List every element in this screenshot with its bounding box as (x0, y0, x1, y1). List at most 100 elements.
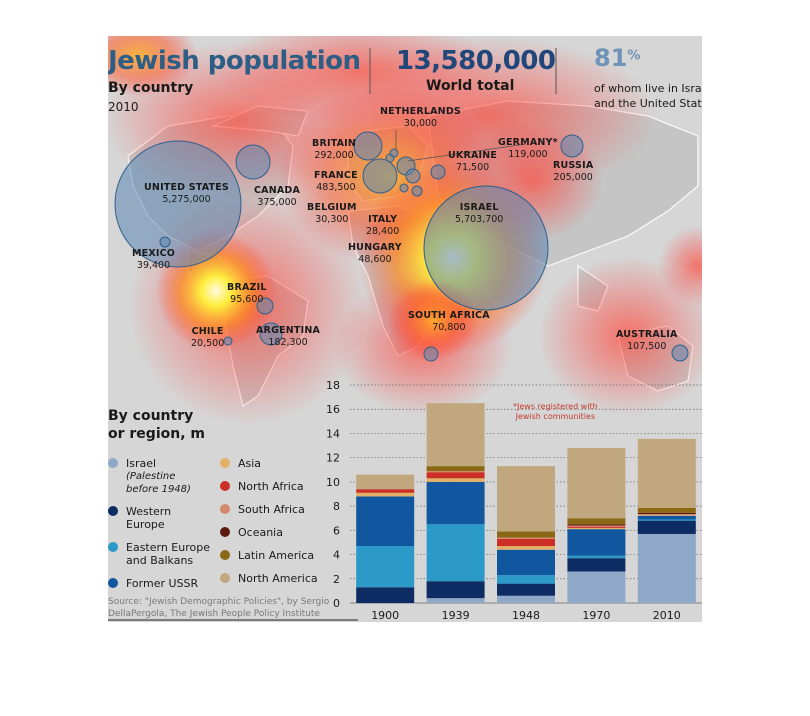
label-united-states: UNITED STATES 5,275,000 (144, 182, 229, 205)
world-map-heatmap: 0 2 4 6 8 10 12 14 16 18 1900 1939 1948 1970 2010 (108, 36, 702, 622)
legend-swatch (108, 578, 118, 588)
label-france: FRANCE 483,500 (314, 170, 358, 193)
bar-segment (497, 537, 555, 539)
label-brazil: BRAZIL 95,600 (227, 282, 267, 305)
bar-segment (497, 538, 555, 547)
label-chile: CHILE 20,500 (191, 326, 225, 349)
bar-segment (426, 403, 485, 467)
legend-item-former-ussr: Former USSR (108, 577, 216, 590)
legend-swatch (220, 504, 230, 514)
bar-segment (426, 472, 485, 479)
bar-segment (637, 513, 696, 516)
y-tick-label: 0 (333, 597, 340, 610)
y-tick-label: 4 (333, 549, 340, 562)
bar-segment (497, 546, 555, 550)
bar-segment (497, 583, 555, 596)
share-note: of whom live in Israel and the United St… (594, 82, 702, 110)
legend-swatch (220, 573, 230, 583)
page-subtitle: By country (108, 80, 194, 96)
bar-segment (497, 575, 555, 584)
legend-heading: By country or region, m (108, 408, 205, 442)
label-hungary: HUNGARY 48,600 (348, 242, 402, 265)
y-tick-label: 8 (333, 500, 340, 513)
bar-segment (426, 581, 485, 599)
map-footnote: *Jews registered with Jewish communities (513, 402, 598, 421)
bar-chart: 0 2 4 6 8 10 12 14 16 18 1900 1939 1948 1970 2010 (326, 379, 702, 622)
bar-segment (426, 598, 485, 603)
bar-segment (567, 529, 626, 556)
bar-segment (637, 515, 696, 516)
y-tick-label: 10 (326, 476, 340, 489)
legend-item-western-europe: Western Europe (108, 505, 216, 531)
label-argentina: ARGENTINA 182,300 (256, 325, 321, 348)
page-title: Jewish population (108, 46, 361, 76)
x-tick-label: 1939 (442, 609, 470, 622)
page-year: 2010 (108, 100, 139, 114)
legend-swatch (220, 458, 230, 468)
label-germany: GERMANY* 119,000 (498, 137, 558, 160)
bar-segment (356, 496, 415, 547)
population-bubbles (114, 131, 689, 362)
legend-item-israel: Israel (Palestine before 1948) (108, 457, 216, 496)
label-britain: BRITAIN 292,000 (312, 138, 357, 161)
bar-segment (356, 546, 415, 588)
bar-segment (567, 571, 626, 603)
legend-swatch (220, 527, 230, 537)
bar-segment (426, 470, 485, 473)
legend-item-north-america: North America (220, 572, 325, 585)
y-tick-label: 6 (333, 524, 340, 537)
bar-segment (637, 438, 696, 508)
bar-segment (567, 524, 626, 526)
share-value: 81% (594, 44, 641, 72)
world-total-value: 13,580,000 (396, 46, 556, 76)
bar-segment (356, 587, 415, 603)
label-australia: AUSTRALIA 107,500 (616, 329, 678, 352)
legend-swatch (108, 506, 118, 516)
bar-segment (637, 512, 696, 514)
bar-segment (567, 555, 626, 559)
bar-segment (567, 527, 626, 530)
bar-segment (637, 515, 696, 520)
legend-swatch (220, 481, 230, 491)
x-tick-label: 2010 (653, 609, 681, 622)
y-tick-label: 16 (326, 403, 340, 416)
bar-segment (356, 474, 415, 490)
bar-segment (356, 492, 415, 497)
legend-item-asia: Asia (220, 457, 325, 470)
legend-column-left: Israel (Palestine before 1948) Western Eu… (108, 457, 216, 590)
x-tick-label: 1948 (512, 609, 540, 622)
leader-lines (395, 130, 527, 162)
legend-swatch (108, 458, 118, 468)
bar-segment (567, 518, 626, 525)
bar-segment (426, 481, 485, 525)
bar-segment (497, 595, 555, 603)
bar-segment (637, 507, 696, 513)
infographic-panel: 0 2 4 6 8 10 12 14 16 18 1900 1939 1948 1970 2010 Jewi… (108, 36, 702, 622)
legend-item-oceania: Oceania (220, 526, 325, 539)
bar-segment (567, 525, 626, 527)
label-netherlands: NETHERLANDS 30,000 (380, 106, 461, 129)
legend-item-latin-america: Latin America (220, 549, 325, 562)
bar-segment (426, 524, 485, 582)
legend-item-eastern-europe: Eastern Europe and Balkans (108, 541, 216, 567)
legend-swatch (220, 550, 230, 560)
bar-segment (497, 549, 555, 576)
y-tick-label: 18 (326, 379, 340, 392)
bar-segment (637, 519, 696, 521)
label-south-africa: SOUTH AFRICA 70,800 (408, 310, 490, 333)
source-note: Source: "Jewish Demographic Policies", b… (108, 597, 330, 619)
legend-item-north-africa: North Africa (220, 480, 325, 493)
bar-segment (637, 533, 696, 603)
bar-segment (497, 466, 555, 532)
y-tick-label: 12 (326, 452, 340, 465)
y-tick-label: 14 (326, 427, 340, 440)
label-russia: RUSSIA 205,000 (553, 160, 594, 183)
legend-column-right: Asia North Africa South Africa Oceania L… (220, 457, 325, 585)
bar-segment (637, 520, 696, 534)
bar-segment (567, 558, 626, 572)
legend-item-south-africa: South Africa (220, 503, 325, 516)
bar-segment (497, 531, 555, 538)
label-ukraine: UKRAINE 71,500 (448, 150, 498, 173)
label-mexico: MEXICO 39,400 (132, 248, 176, 271)
world-total-label: World total (426, 78, 515, 94)
